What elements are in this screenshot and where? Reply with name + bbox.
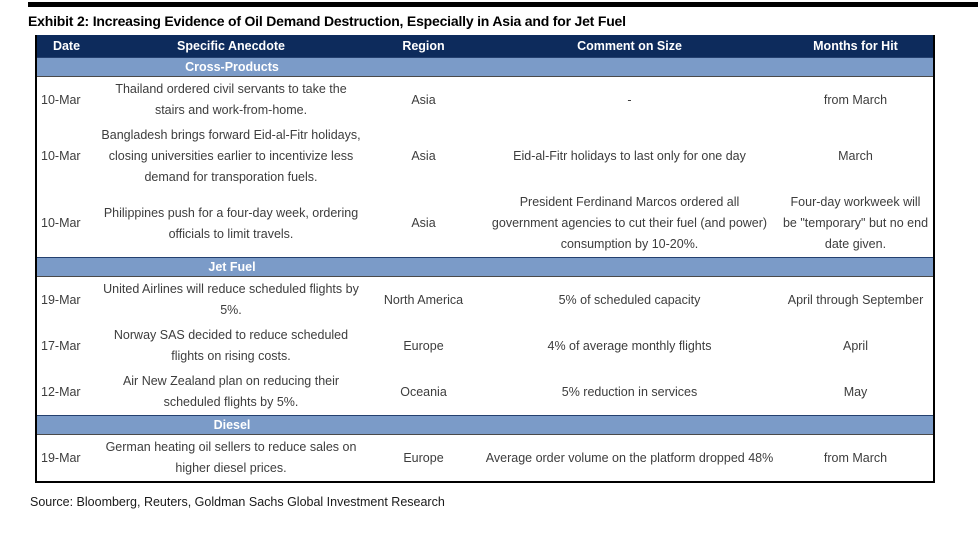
cell-months: March [778, 123, 934, 190]
cell-comment: Eid-al-Fitr holidays to last only for on… [481, 123, 778, 190]
column-header-anecdote: Specific Anecdote [96, 35, 366, 58]
table-row: 10-Mar Philippines push for a four-day we… [36, 190, 934, 258]
cell-anecdote: Air New Zealand plan on reducing their s… [96, 369, 366, 416]
cell-date: 10-Mar [36, 190, 96, 258]
table-header: Date Specific Anecdote Region Comment on… [36, 35, 934, 58]
exhibit-title: Exhibit 2: Increasing Evidence of Oil De… [28, 13, 626, 29]
cell-region: Asia [366, 190, 481, 258]
cell-months: from March [778, 76, 934, 123]
table-row: 17-Mar Norway SAS decided to reduce sched… [36, 323, 934, 369]
column-header-region: Region [366, 35, 481, 58]
cell-comment: 5% of scheduled capacity [481, 276, 778, 323]
top-divider-rule [28, 2, 978, 7]
table-row: 19-Mar German heating oil sellers to redu… [36, 434, 934, 482]
cell-date: 12-Mar [36, 369, 96, 416]
section-row: Diesel [36, 415, 934, 435]
cell-anecdote: United Airlines will reduce scheduled fl… [96, 276, 366, 323]
cell-anecdote: Philippines push for a four-day week, or… [96, 190, 366, 258]
cell-anecdote: Thailand ordered civil servants to take … [96, 76, 366, 123]
source-attribution: Source: Bloomberg, Reuters, Goldman Sach… [30, 495, 445, 509]
cell-comment: 4% of average monthly flights [481, 323, 778, 369]
section-label: Cross-Products [185, 60, 279, 74]
section-row: Jet Fuel [36, 257, 934, 277]
section-label: Jet Fuel [208, 260, 256, 274]
column-header-comment: Comment on Size [481, 35, 778, 58]
cell-anecdote: Norway SAS decided to reduce scheduled f… [96, 323, 366, 369]
cell-region: Asia [366, 123, 481, 190]
cell-anecdote: Bangladesh brings forward Eid-al-Fitr ho… [96, 123, 366, 190]
cell-region: Europe [366, 323, 481, 369]
table-row: 10-Mar Thailand ordered civil servants to… [36, 76, 934, 123]
cell-comment: Average order volume on the platform dro… [481, 434, 778, 482]
cell-date: 17-Mar [36, 323, 96, 369]
cell-months: from March [778, 434, 934, 482]
cell-months: May [778, 369, 934, 416]
header-row: Date Specific Anecdote Region Comment on… [36, 35, 934, 58]
exhibit-table: Date Specific Anecdote Region Comment on… [35, 35, 935, 483]
column-header-date: Date [36, 35, 96, 58]
section-label: Diesel [213, 418, 251, 432]
cell-comment: - [481, 76, 778, 123]
cell-months: Four-day workweek will be "temporary" bu… [778, 190, 934, 258]
cell-region: Asia [366, 76, 481, 123]
cell-months: April [778, 323, 934, 369]
section-row: Cross-Products [36, 57, 934, 77]
exhibit-table-body: Cross-Products 10-Mar Thailand ordered civ… [36, 57, 934, 482]
cell-region: Oceania [366, 369, 481, 416]
cell-date: 10-Mar [36, 123, 96, 190]
table-row: 10-Mar Bangladesh brings forward Eid-al-F… [36, 123, 934, 190]
column-header-months: Months for Hit [778, 35, 934, 58]
cell-region: North America [366, 276, 481, 323]
cell-months: April through September [778, 276, 934, 323]
table-row: 19-Mar United Airlines will reduce schedu… [36, 276, 934, 323]
cell-anecdote: German heating oil sellers to reduce sal… [96, 434, 366, 482]
cell-comment: President Ferdinand Marcos ordered all g… [481, 190, 778, 258]
cell-date: 19-Mar [36, 276, 96, 323]
table-row: 12-Mar Air New Zealand plan on reducing t… [36, 369, 934, 416]
cell-comment: 5% reduction in services [481, 369, 778, 416]
cell-date: 19-Mar [36, 434, 96, 482]
cell-date: 10-Mar [36, 76, 96, 123]
cell-region: Europe [366, 434, 481, 482]
